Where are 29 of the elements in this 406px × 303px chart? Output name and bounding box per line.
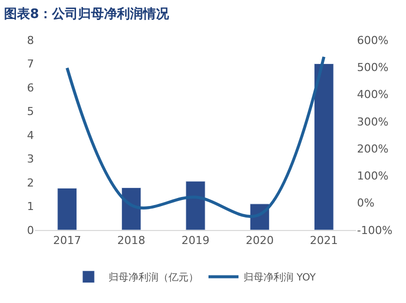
x-tick-label: 2020 xyxy=(246,234,274,248)
y-tick-label: 5 xyxy=(27,105,34,118)
bar xyxy=(121,187,142,230)
y2-tick-label: 600% xyxy=(357,34,388,47)
bar xyxy=(186,181,206,230)
legend-label: 归母净利润（亿元） xyxy=(108,272,198,284)
chart-title: 图表8：公司归母净利润情况 xyxy=(4,6,170,22)
y2-tick-label: 400% xyxy=(357,88,388,102)
y-tick-label: 1 xyxy=(27,200,34,214)
x-tick-label: 2021 xyxy=(310,234,338,248)
legend-label: 归母净利润 YOY xyxy=(244,272,317,284)
y2-tick-label: -100% xyxy=(357,224,392,237)
y-tick-label: 4 xyxy=(27,128,34,142)
x-tick-label: 2017 xyxy=(53,234,82,248)
y2-tick-label: 300% xyxy=(357,115,388,128)
y2-tick-label: 200% xyxy=(357,142,388,156)
y-tick-label: 3 xyxy=(27,152,34,166)
y2-tick-label: 0% xyxy=(357,196,374,210)
bar xyxy=(314,64,334,230)
y-tick-label: 6 xyxy=(27,81,34,94)
bar xyxy=(57,188,77,230)
x-tick-label: 2019 xyxy=(182,234,210,248)
x-tick-label: 2018 xyxy=(117,234,146,248)
y-tick-label: 8 xyxy=(27,34,34,47)
y2-tick-label: 500% xyxy=(357,60,388,74)
y-tick-label: 0 xyxy=(27,224,34,237)
y-tick-label: 7 xyxy=(27,58,34,71)
y2-tick-label: 100% xyxy=(357,170,388,183)
y-tick-label: 2 xyxy=(27,176,34,190)
